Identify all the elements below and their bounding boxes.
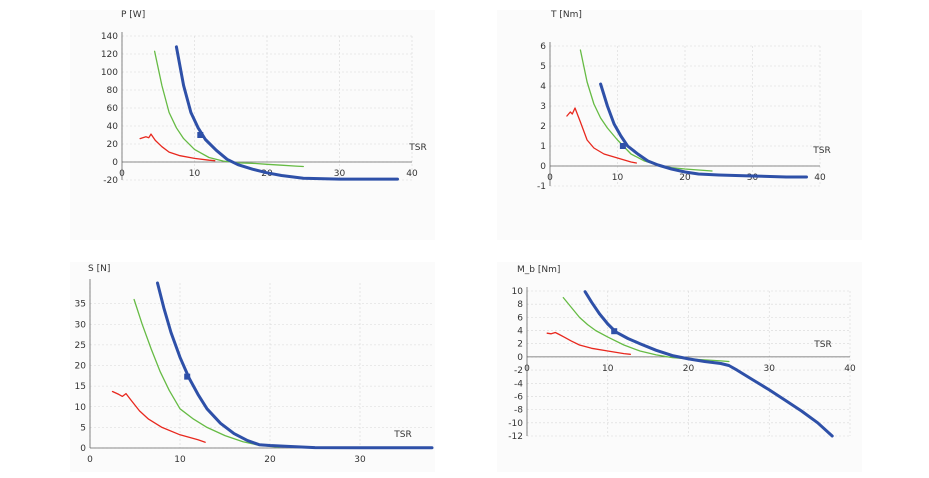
- y-tick-label: 80: [107, 86, 119, 96]
- y-tick-label: 2: [517, 340, 523, 350]
- x-tick-label: 0: [87, 455, 93, 465]
- power-chart: -20020406080100120140010203040P [W]TSR: [101, 10, 427, 186]
- series-line-1: [579, 49, 713, 172]
- y-tick-label: 25: [75, 341, 86, 351]
- thrust-chart: 0 5 10 15 20 25 30 35 0 10 20 30 S [N] TSR: [75, 264, 434, 465]
- y-tick-label: 4: [540, 82, 546, 92]
- y-tick-label: 0: [112, 158, 118, 168]
- x-axis-label: TSR: [393, 430, 411, 440]
- y-tick-label: -12: [508, 432, 523, 442]
- y-tick-label: 140: [101, 32, 118, 42]
- y-tick-label: 4: [517, 327, 523, 337]
- series-line-2: [156, 281, 434, 450]
- y-tick-label: 0: [540, 162, 546, 172]
- y-tick-label: 20: [107, 140, 119, 150]
- y-tick-label: -10: [508, 419, 523, 429]
- series-line-0: [546, 331, 632, 355]
- operating-point-marker: [611, 328, 618, 335]
- y-tick-label: 6: [540, 42, 546, 52]
- y-tick-label: 5: [540, 62, 546, 72]
- x-tick-label: 20: [683, 364, 695, 374]
- y-axis-label: P [W]: [121, 10, 145, 20]
- y-tick-label: 20: [75, 362, 87, 372]
- y-tick-label: 3: [540, 102, 546, 112]
- series-line-2: [583, 290, 834, 438]
- x-tick-label: 30: [747, 173, 759, 183]
- series-line-1: [562, 296, 730, 363]
- y-tick-label: -1: [537, 182, 546, 192]
- x-axis-label: TSR: [408, 143, 426, 153]
- operating-point-marker: [184, 373, 191, 380]
- series-line-1: [153, 50, 304, 168]
- y-tick-label: 60: [107, 104, 119, 114]
- x-tick-label: 20: [679, 173, 691, 183]
- series-line-0: [111, 390, 206, 443]
- panel-background-power: [70, 10, 435, 240]
- x-tick-label: 40: [814, 173, 826, 183]
- y-tick-label: -6: [514, 392, 523, 402]
- y-tick-label: -2: [514, 366, 523, 376]
- series-line-2: [174, 45, 399, 181]
- y-tick-label: 35: [75, 300, 86, 310]
- x-tick-label: 10: [189, 169, 201, 179]
- y-tick-label: 0: [517, 353, 523, 363]
- bending-moment-chart: -12-10-8-6-4-20246810010203040M_b [Nm]TS…: [508, 265, 856, 442]
- operating-point-marker: [619, 143, 626, 149]
- x-tick-label: 10: [612, 173, 624, 183]
- x-tick-label: 10: [174, 455, 186, 465]
- y-tick-label: 40: [107, 122, 119, 132]
- x-tick-label: 40: [406, 169, 418, 179]
- panel-background-bending-moment: [497, 262, 862, 472]
- y-tick-label: 5: [80, 423, 86, 433]
- y-axis-label: M_b [Nm]: [517, 265, 560, 275]
- operating-point-marker: [197, 132, 204, 138]
- y-axis-label: S [N]: [88, 264, 110, 274]
- series-line-0: [566, 107, 638, 164]
- y-axis-label: T [Nm]: [550, 10, 582, 20]
- y-tick-label: 8: [517, 300, 523, 310]
- y-tick-label: 6: [517, 313, 523, 323]
- x-tick-label: 10: [602, 364, 614, 374]
- y-tick-label: 2: [540, 122, 546, 132]
- x-axis-label: TSR: [813, 340, 831, 350]
- x-tick-label: 30: [764, 364, 776, 374]
- x-tick-label: 30: [334, 169, 346, 179]
- y-tick-label: 30: [75, 320, 87, 330]
- y-tick-label: 120: [101, 50, 118, 60]
- y-tick-label: 1: [540, 142, 546, 152]
- x-axis-label: TSR: [812, 146, 830, 156]
- panel-background-thrust: [70, 262, 435, 472]
- panel-background-torque: [497, 10, 862, 240]
- x-tick-label: 30: [354, 455, 366, 465]
- x-tick-label: 40: [844, 364, 856, 374]
- y-tick-label: 100: [101, 68, 118, 78]
- y-tick-label: -4: [514, 379, 523, 389]
- y-tick-label: -8: [514, 406, 523, 416]
- series-line-0: [139, 133, 216, 162]
- y-tick-label: -20: [103, 176, 118, 186]
- series-line-1: [133, 298, 280, 448]
- y-tick-label: 10: [75, 403, 87, 413]
- torque-chart: -10123456010203040T [Nm]TSR: [537, 10, 831, 192]
- series-line-2: [599, 82, 808, 179]
- y-tick-label: 10: [512, 287, 524, 297]
- y-tick-label: 15: [75, 382, 86, 392]
- x-tick-label: 20: [264, 455, 276, 465]
- y-tick-label: 0: [80, 444, 86, 454]
